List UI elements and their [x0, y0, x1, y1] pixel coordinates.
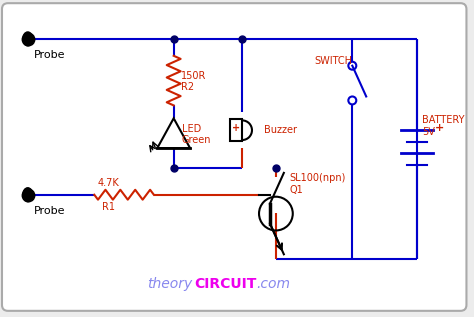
Ellipse shape	[23, 188, 33, 202]
Bar	[230, 119, 242, 141]
Text: Probe: Probe	[34, 206, 65, 216]
Text: SWITCH: SWITCH	[315, 56, 353, 66]
FancyBboxPatch shape	[2, 3, 466, 311]
Text: +: +	[232, 123, 240, 133]
Text: Probe: Probe	[34, 50, 65, 60]
Ellipse shape	[23, 32, 33, 46]
Text: Green: Green	[182, 135, 211, 145]
Text: theory: theory	[147, 277, 192, 291]
Text: 4.7K: 4.7K	[97, 178, 119, 188]
Text: R1: R1	[102, 202, 115, 212]
Text: 150R: 150R	[181, 71, 206, 81]
Text: SL100(npn): SL100(npn)	[290, 173, 346, 183]
Text: CIRCUIT: CIRCUIT	[194, 277, 257, 291]
Text: Buzzer: Buzzer	[264, 125, 297, 135]
Text: 5V: 5V	[422, 127, 435, 137]
Text: .com: .com	[256, 277, 290, 291]
Text: BATTERY: BATTERY	[422, 115, 465, 125]
Text: Q1: Q1	[290, 185, 303, 195]
Text: R2: R2	[181, 81, 194, 92]
Text: +: +	[435, 123, 444, 133]
Text: LED: LED	[182, 124, 201, 134]
